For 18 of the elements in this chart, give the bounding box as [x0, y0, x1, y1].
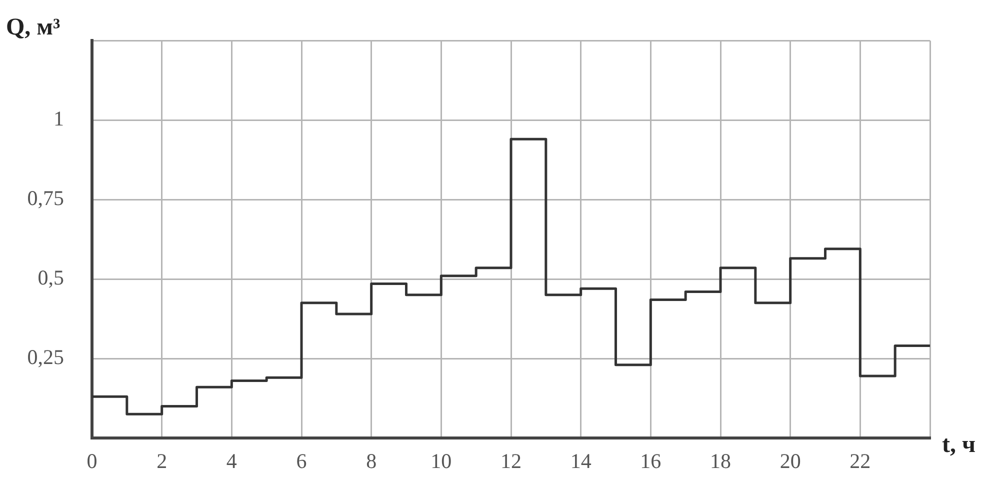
- x-tick-label: 4: [226, 449, 238, 474]
- x-tick-label: 14: [570, 449, 592, 474]
- y-tick-label: 0,5: [38, 266, 64, 290]
- y-tick-label: 0,75: [27, 186, 64, 210]
- x-tick-label: 18: [710, 449, 731, 474]
- y-tick-label: 1: [54, 106, 64, 131]
- x-tick-label: 16: [640, 449, 662, 474]
- x-axis-title: t, ч: [942, 432, 976, 458]
- y-axis-title: Q, м³: [6, 14, 60, 41]
- x-tick-label: 6: [296, 449, 307, 474]
- x-tick-label: 2: [156, 449, 168, 474]
- y-tick-label: 0,25: [27, 345, 64, 370]
- x-tick-label: 22: [850, 449, 871, 474]
- x-tick-label: 12: [500, 449, 522, 474]
- x-tick-label: 20: [780, 449, 801, 474]
- x-tick-label: 10: [430, 449, 452, 474]
- x-tick-label: 8: [366, 449, 377, 474]
- x-tick-label: 0: [86, 449, 98, 474]
